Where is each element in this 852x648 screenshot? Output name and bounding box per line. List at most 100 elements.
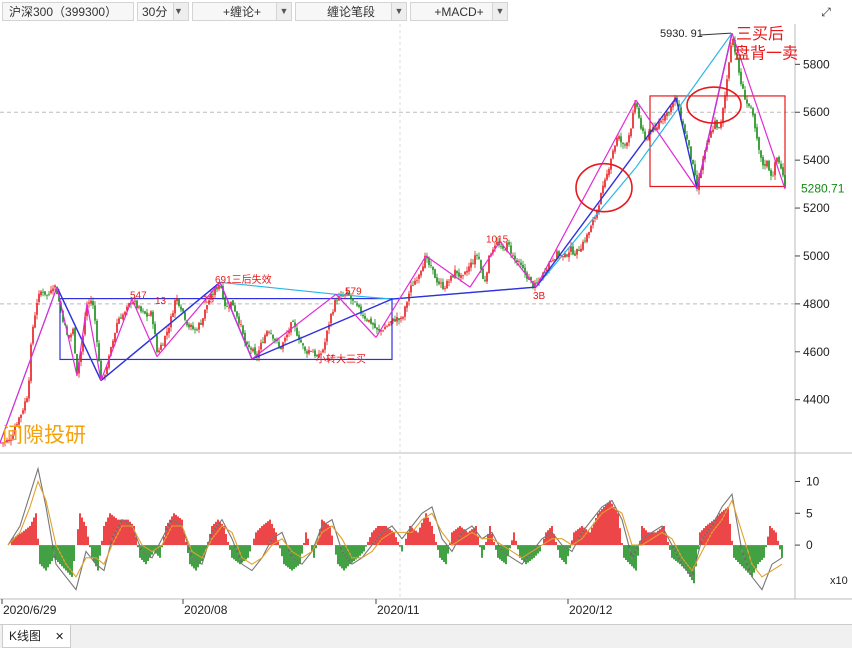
candle-body — [310, 351, 312, 352]
candle-body — [698, 177, 700, 190]
candle-body — [428, 257, 430, 265]
macd-bar — [337, 545, 339, 565]
center-boxes — [59, 95, 786, 361]
candle-body — [2, 442, 4, 444]
macd-bar — [95, 545, 97, 567]
macd-bar — [277, 540, 279, 546]
candle-body — [326, 330, 328, 342]
candle-body — [620, 136, 622, 143]
macd-bar — [353, 545, 355, 561]
candle-body — [446, 280, 448, 289]
chevron-down-icon[interactable]: ▼ — [276, 3, 291, 20]
macd-bar — [495, 545, 497, 550]
candle-body — [682, 120, 684, 125]
macd-bar — [63, 545, 65, 569]
macd-bar — [487, 533, 489, 546]
macd-bar — [457, 527, 459, 546]
macd-bar — [557, 545, 559, 550]
chevron-down-icon[interactable]: ▼ — [492, 3, 507, 20]
candle-body — [48, 293, 50, 295]
candle-body — [780, 163, 782, 169]
macd-dea-line — [7, 479, 783, 578]
candle-body — [312, 351, 314, 353]
candle-body — [264, 335, 266, 344]
macd-bar — [591, 527, 593, 546]
symbol-selector[interactable]: 沪深300（399300） — [2, 2, 134, 21]
indicator-label-3: +MACD+ — [434, 5, 484, 19]
close-icon[interactable]: ✕ — [55, 631, 65, 643]
macd-bar — [603, 506, 605, 546]
macd-bar — [273, 528, 275, 546]
candle-body — [662, 119, 664, 121]
bi-line — [0, 286, 58, 444]
macd-bar — [85, 526, 87, 546]
macd-bar — [361, 545, 363, 554]
macd-bar — [553, 533, 555, 546]
macd-bar — [585, 529, 587, 546]
macd-bar — [341, 545, 343, 569]
bi-line — [375, 255, 427, 338]
candle-body — [306, 351, 308, 354]
highlight-ellipses — [575, 86, 742, 213]
candle-body — [410, 285, 412, 293]
candle-body — [770, 170, 772, 176]
candle-body — [406, 302, 408, 308]
time-tick-label: 2020/12 — [569, 603, 613, 617]
segment-line — [56, 286, 102, 381]
chevron-down-icon[interactable]: ▼ — [173, 3, 188, 20]
expand-icon[interactable]: ⤢ — [821, 5, 831, 19]
macd-bar — [311, 545, 313, 552]
candle-body — [396, 317, 398, 322]
candle-body — [186, 320, 188, 326]
macd-bar — [227, 541, 229, 546]
candle-body — [126, 306, 128, 311]
macd-bar — [355, 545, 357, 560]
macd-bar — [747, 545, 749, 573]
macd-bar — [41, 545, 43, 567]
tab-kline[interactable]: K线图 ✕ — [2, 625, 72, 648]
macd-bar — [697, 545, 699, 550]
macd-bar — [65, 545, 67, 571]
macd-bar — [313, 545, 315, 558]
candle-body — [756, 127, 758, 139]
macd-bar — [301, 545, 303, 554]
macd-bar — [293, 545, 295, 569]
macd-bar — [417, 532, 419, 546]
candle-body — [772, 175, 774, 177]
macd-bar — [633, 545, 635, 569]
macd-bar — [387, 527, 389, 546]
candle-body — [354, 301, 356, 303]
period-selector[interactable]: 30分 ▼ — [137, 2, 189, 21]
chevron-down-icon[interactable]: ▼ — [391, 3, 406, 20]
indicator-selector-3[interactable]: +MACD+ ▼ — [410, 2, 508, 21]
segment-line — [100, 281, 221, 382]
macd-bar — [205, 545, 207, 550]
macd-bar — [619, 528, 621, 546]
macd-bar — [519, 545, 521, 558]
macd-bar — [191, 545, 193, 567]
macd-bar — [601, 509, 603, 546]
macd-bar — [587, 530, 589, 546]
macd-bar — [645, 530, 647, 546]
annotation-label: 13 — [155, 296, 167, 307]
macd-bar — [741, 545, 743, 567]
macd-bar — [127, 519, 129, 546]
candle-body — [98, 343, 100, 361]
candles — [0, 36, 786, 447]
macd-bar — [659, 529, 661, 546]
candle-body — [530, 276, 532, 281]
indicator-selector-2[interactable]: 缠论笔段 ▼ — [295, 2, 407, 21]
macd-bar — [643, 528, 645, 546]
macd-bar — [375, 528, 377, 546]
indicator-selector-1[interactable]: +缠论+ ▼ — [192, 2, 292, 21]
macd-bar — [735, 545, 737, 560]
candle-body — [24, 401, 26, 411]
indicator-label-2: 缠论笔段 — [326, 5, 375, 19]
candle-body — [400, 317, 402, 319]
peak-label: 5930. 91 — [660, 28, 703, 40]
trend-line — [219, 281, 337, 295]
macd-bar — [285, 545, 287, 566]
candle-body — [564, 253, 566, 258]
candle-body — [352, 297, 354, 301]
